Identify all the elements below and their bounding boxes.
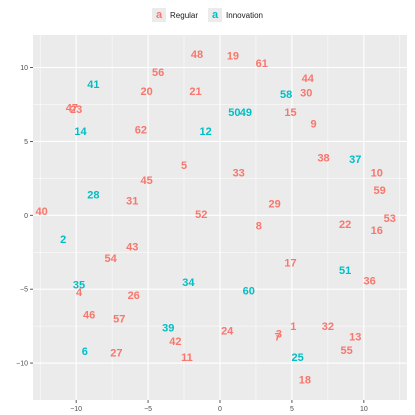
point-label-49: 49 — [240, 107, 252, 119]
point-label-3: 3 — [276, 329, 282, 341]
point-label-31: 31 — [126, 196, 138, 208]
point-label-56: 56 — [152, 67, 164, 79]
point-label-20: 20 — [141, 86, 153, 98]
point-label-8: 8 — [256, 221, 262, 233]
point-label-44: 44 — [302, 73, 315, 85]
point-label-55: 55 — [340, 345, 352, 357]
point-label-40: 40 — [36, 206, 48, 218]
point-label-54: 54 — [105, 253, 118, 265]
point-label-36: 36 — [363, 275, 375, 287]
point-label-28: 28 — [87, 190, 99, 202]
legend-label-innovation: Innovation — [226, 10, 263, 20]
axes: −10 −5 0 5 10 −10 −5 0 5 10 — [16, 65, 368, 413]
point-label-21: 21 — [189, 86, 201, 98]
point-label-35: 35 — [73, 280, 85, 292]
point-label-1: 1 — [290, 321, 296, 333]
point-label-2: 2 — [60, 234, 66, 246]
y-tick-label: −10 — [16, 361, 28, 368]
legend-key-regular: a — [152, 8, 167, 22]
point-label-15: 15 — [284, 107, 296, 119]
point-label-18: 18 — [299, 374, 311, 386]
legend-label-regular: Regular — [170, 10, 199, 20]
x-tick-label: 0 — [218, 406, 222, 413]
point-label-16: 16 — [371, 225, 383, 237]
point-label-38: 38 — [317, 153, 329, 165]
point-label-52: 52 — [195, 209, 207, 221]
point-label-37: 37 — [349, 154, 361, 166]
point-label-48: 48 — [191, 49, 203, 61]
y-tick-label: −5 — [20, 287, 28, 294]
y-tick-label: 5 — [24, 139, 28, 146]
point-label-47: 47 — [66, 102, 78, 114]
point-label-26: 26 — [128, 290, 140, 302]
point-label-45: 45 — [141, 175, 153, 187]
point-label-53: 53 — [384, 213, 396, 225]
point-label-59: 59 — [374, 185, 386, 197]
point-label-17: 17 — [284, 258, 296, 270]
point-label-22: 22 — [339, 219, 351, 231]
point-label-10: 10 — [371, 167, 383, 179]
point-label-13: 13 — [349, 331, 361, 343]
legend: a Regular a Innovation — [0, 8, 415, 22]
point-label-50: 50 — [228, 107, 240, 119]
point-label-43: 43 — [126, 241, 138, 253]
point-label-14: 14 — [74, 126, 87, 138]
x-tick-label: 5 — [290, 406, 294, 413]
point-label-24: 24 — [221, 326, 234, 338]
y-tick-label: 0 — [24, 213, 28, 220]
point-label-34: 34 — [182, 277, 195, 289]
point-label-5: 5 — [181, 160, 187, 172]
x-tick-label: −10 — [70, 406, 82, 413]
point-label-41: 41 — [87, 79, 99, 91]
point-label-30: 30 — [300, 88, 312, 100]
point-label-39: 39 — [162, 323, 174, 335]
point-label-57: 57 — [113, 314, 125, 326]
legend-item-regular: a Regular — [152, 8, 198, 22]
point-label-11: 11 — [181, 352, 193, 364]
point-label-6: 6 — [82, 346, 88, 358]
grid-major — [33, 35, 407, 400]
point-label-51: 51 — [339, 265, 351, 277]
point-label-25: 25 — [292, 352, 304, 364]
point-label-29: 29 — [269, 198, 281, 210]
point-label-33: 33 — [233, 167, 245, 179]
point-label-32: 32 — [322, 321, 334, 333]
legend-item-innovation: a Innovation — [208, 8, 263, 22]
point-label-61: 61 — [256, 58, 268, 70]
point-label-62: 62 — [135, 125, 147, 137]
point-label-42: 42 — [169, 336, 181, 348]
point-label-12: 12 — [199, 126, 211, 138]
point-label-58: 58 — [280, 89, 292, 101]
point-label-23: 23 — [70, 104, 82, 116]
legend-key-innovation: a — [208, 8, 223, 22]
point-label-4: 4 — [76, 287, 83, 299]
point-label-60: 60 — [243, 286, 255, 298]
point-label-27: 27 — [110, 348, 122, 360]
point-label-46: 46 — [83, 309, 95, 321]
grid-minor — [33, 35, 407, 400]
point-label-7: 7 — [274, 331, 280, 343]
y-tick-label: 10 — [20, 65, 28, 72]
point-label-9: 9 — [310, 119, 316, 131]
point-label-19: 19 — [227, 51, 239, 63]
x-tick-label: −5 — [144, 406, 152, 413]
x-tick-label: 10 — [360, 406, 368, 413]
